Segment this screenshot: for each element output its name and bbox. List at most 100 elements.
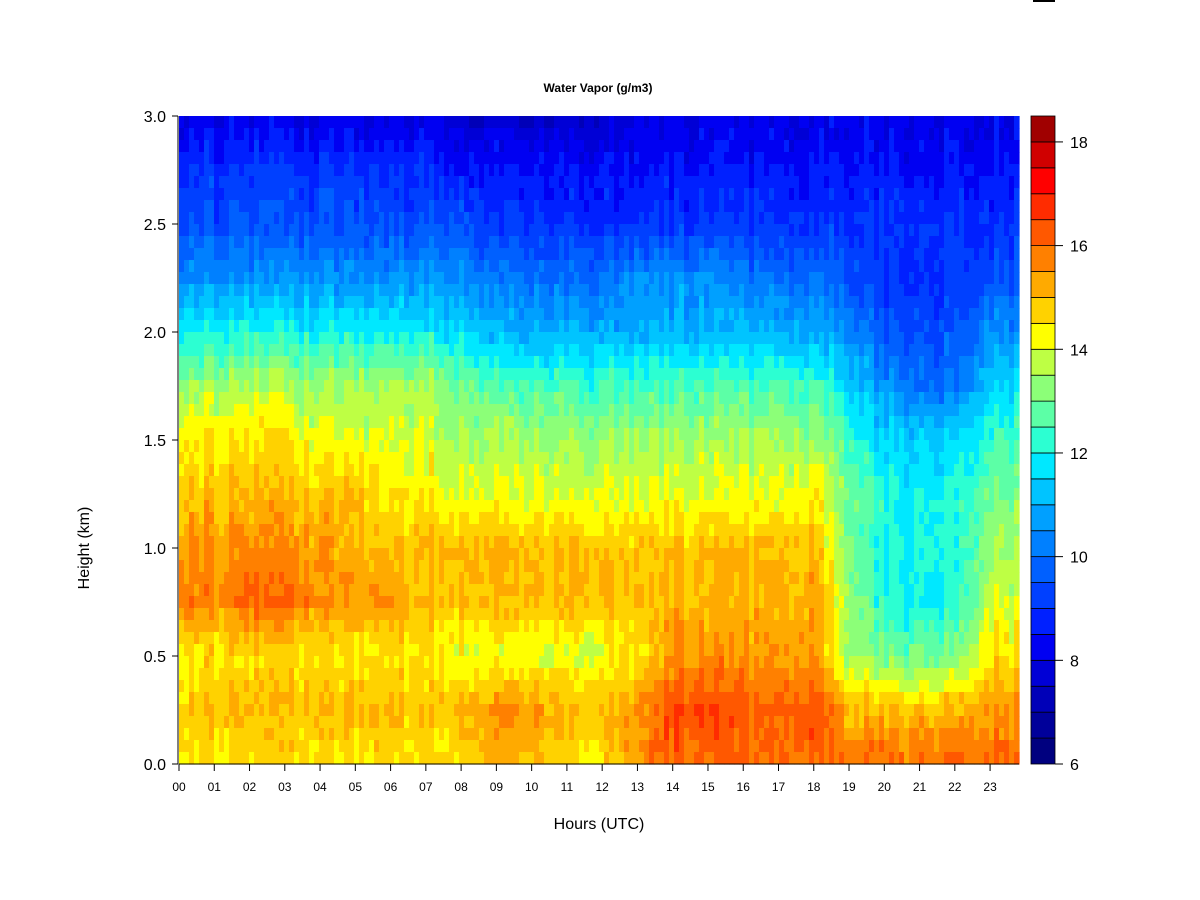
heatmap-cell <box>539 692 545 705</box>
heatmap-cell <box>419 536 425 549</box>
heatmap-cell <box>209 692 215 705</box>
heatmap-cell <box>474 488 480 501</box>
heatmap-cell <box>529 272 535 285</box>
heatmap-cell <box>369 404 375 417</box>
heatmap-cell <box>464 512 470 525</box>
heatmap-cell <box>304 380 310 393</box>
heatmap-cell <box>194 728 200 741</box>
heatmap-cell <box>379 296 385 309</box>
heatmap-cell <box>404 272 410 285</box>
heatmap-cell <box>509 140 515 153</box>
heatmap-cell <box>489 608 495 621</box>
heatmap-cell <box>594 752 600 765</box>
heatmap-cell <box>374 116 380 129</box>
heatmap-cell <box>294 632 300 645</box>
heatmap-cell <box>279 452 285 465</box>
heatmap-cell <box>349 332 355 345</box>
heatmap-cell <box>404 704 410 717</box>
heatmap-cell <box>504 452 510 465</box>
heatmap-cell <box>454 248 460 261</box>
heatmap-cell <box>629 476 635 489</box>
heatmap-cell <box>249 284 255 297</box>
heatmap-cell <box>444 716 450 729</box>
heatmap-cell <box>419 200 425 213</box>
heatmap-cell <box>534 740 540 753</box>
heatmap-cell <box>409 452 415 465</box>
heatmap-cell <box>534 260 540 273</box>
heatmap-cell <box>264 548 270 561</box>
heatmap-cell <box>564 428 570 441</box>
heatmap-cell <box>439 512 445 525</box>
heatmap-cell <box>184 620 190 633</box>
heatmap-cell <box>299 524 305 537</box>
heatmap-cell <box>609 572 615 585</box>
heatmap-cell <box>254 476 260 489</box>
heatmap-cell <box>309 332 315 345</box>
heatmap-cell <box>464 656 470 669</box>
heatmap-cell <box>234 296 240 309</box>
heatmap-cell <box>309 428 315 441</box>
heatmap-cell <box>549 500 555 513</box>
heatmap-cell <box>364 632 370 645</box>
heatmap-cell <box>379 656 385 669</box>
heatmap-cell <box>524 404 530 417</box>
heatmap-cell <box>624 380 630 393</box>
heatmap-cell <box>484 632 490 645</box>
heatmap-cell <box>549 248 555 261</box>
heatmap-cell <box>429 404 435 417</box>
heatmap-cell <box>629 224 635 237</box>
heatmap-cell <box>314 404 320 417</box>
heatmap-cell <box>309 308 315 321</box>
heatmap-cell <box>444 152 450 165</box>
heatmap-cell <box>404 188 410 201</box>
heatmap-cell <box>509 620 515 633</box>
heatmap-cell <box>569 428 575 441</box>
heatmap-cell <box>494 536 500 549</box>
heatmap-cell <box>459 680 465 693</box>
heatmap-cell <box>554 380 560 393</box>
heatmap-cell <box>494 284 500 297</box>
heatmap-cell <box>539 188 545 201</box>
heatmap-cell <box>459 320 465 333</box>
heatmap-cell <box>549 524 555 537</box>
heatmap-cell <box>199 296 205 309</box>
heatmap-cell <box>479 656 485 669</box>
heatmap-cell <box>389 644 395 657</box>
heatmap-cell <box>559 212 565 225</box>
heatmap-cell <box>584 344 590 357</box>
heatmap-cell <box>594 140 600 153</box>
heatmap-cell <box>399 224 405 237</box>
heatmap-cell <box>554 116 560 129</box>
heatmap-cell <box>474 608 480 621</box>
heatmap-cell <box>489 680 495 693</box>
heatmap-cell <box>509 116 515 129</box>
heatmap-cell <box>344 188 350 201</box>
heatmap-cell <box>314 596 320 609</box>
heatmap-cell <box>284 716 290 729</box>
heatmap-cell <box>589 416 595 429</box>
heatmap-cell <box>304 632 310 645</box>
heatmap-cell <box>579 368 585 381</box>
heatmap-cell <box>609 236 615 249</box>
heatmap-cell <box>629 212 635 225</box>
heatmap-cell <box>414 392 420 405</box>
heatmap-cell <box>199 740 205 753</box>
heatmap-cell <box>199 632 205 645</box>
heatmap-cell <box>389 416 395 429</box>
heatmap-cell <box>514 188 520 201</box>
heatmap-cell <box>199 308 205 321</box>
heatmap-cell <box>309 152 315 165</box>
heatmap-cell <box>469 572 475 585</box>
heatmap-cell <box>409 488 415 501</box>
heatmap-cell <box>314 656 320 669</box>
heatmap-cell <box>519 704 525 717</box>
heatmap-cell <box>529 488 535 501</box>
heatmap-cell <box>549 380 555 393</box>
heatmap-cell <box>614 140 620 153</box>
heatmap-cell <box>554 656 560 669</box>
heatmap-cell <box>614 308 620 321</box>
heatmap-cell <box>554 188 560 201</box>
heatmap-cell <box>334 332 340 345</box>
heatmap-cell <box>634 668 640 681</box>
heatmap-cell <box>509 248 515 261</box>
